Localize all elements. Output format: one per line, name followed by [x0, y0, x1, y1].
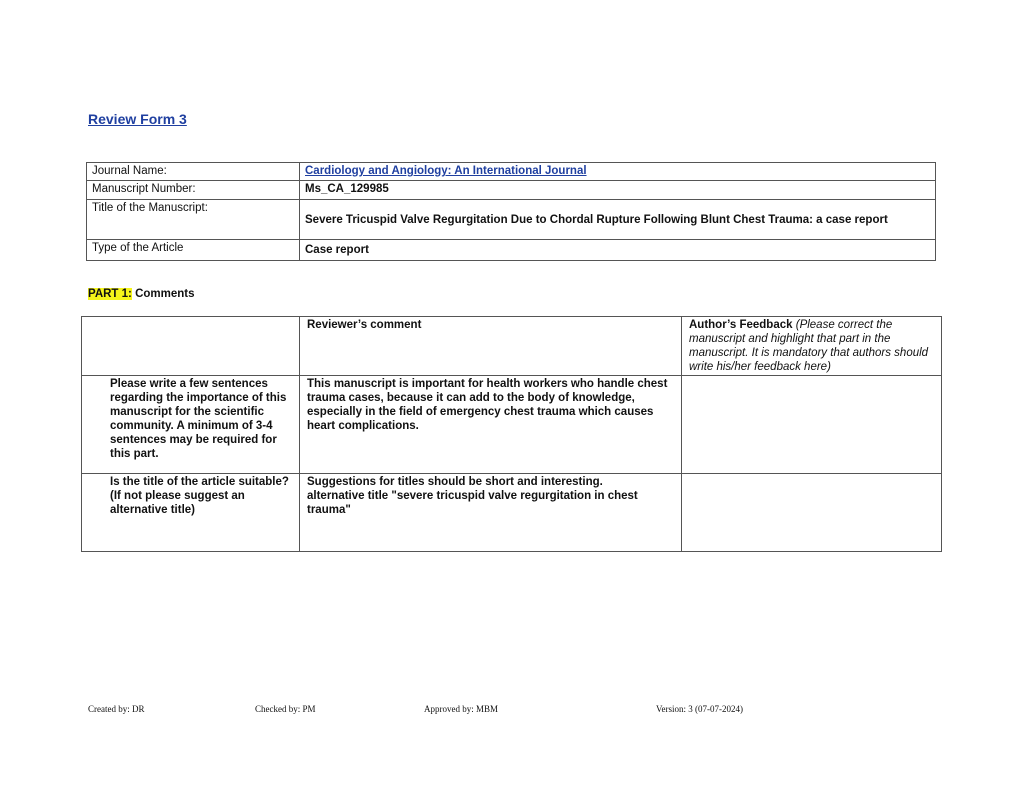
part1-heading: PART 1: Comments [88, 288, 195, 300]
journal-link[interactable]: Cardiology and Angiology: An Internation… [305, 165, 587, 177]
table-row: Please write a few sentences regarding t… [81, 375, 942, 474]
article-type-label: Type of the Article [86, 239, 300, 261]
empty-header-cell [81, 316, 300, 376]
author-feedback-header: Author’s Feedback (Please correct the ma… [681, 316, 942, 376]
author-feedback-note: (Please correct the manuscript and highl… [689, 319, 929, 373]
manuscript-info-table: Journal Name: Cardiology and Angiology: … [86, 162, 936, 261]
author-feedback-label: Author’s Feedback [689, 319, 793, 331]
footer-approved: Approved by: MBM [424, 704, 498, 714]
manuscript-title-label: Title of the Manuscript: [86, 199, 300, 240]
journal-label: Journal Name: [86, 162, 300, 181]
comments-table: Reviewer’s comment Author’s Feedback (Pl… [81, 316, 942, 552]
author-feedback-cell[interactable] [681, 473, 942, 552]
reviewer-comment: This manuscript is important for health … [299, 375, 682, 474]
manuscript-number-value: Ms_CA_129985 [299, 180, 936, 200]
reviewer-comment-line1: Suggestions for titles should be short a… [307, 476, 603, 488]
reviewer-comment-line2: alternative title "severe tricuspid valv… [307, 490, 638, 516]
table-row: Is the title of the article suitable? (I… [81, 473, 942, 552]
reviewer-comment-header: Reviewer’s comment [299, 316, 682, 376]
footer-checked: Checked by: PM [255, 704, 316, 714]
footer-created: Created by: DR [88, 704, 145, 714]
question-title-line1: Is the title of the article suitable? [110, 476, 289, 488]
article-type-value: Case report [299, 239, 936, 261]
manuscript-title-value: Severe Tricuspid Valve Regurgitation Due… [299, 199, 936, 240]
part1-label: PART 1: [88, 288, 132, 300]
form-title: Review Form 3 [88, 111, 187, 127]
question-title-line2: (If not please suggest an alternative ti… [110, 490, 245, 516]
author-feedback-cell[interactable] [681, 375, 942, 474]
reviewer-comment: Suggestions for titles should be short a… [299, 473, 682, 552]
question-title: Is the title of the article suitable? (I… [81, 473, 300, 552]
manuscript-number-label: Manuscript Number: [86, 180, 300, 200]
part1-title: Comments [135, 288, 195, 300]
footer-version: Version: 3 (07-07-2024) [656, 704, 743, 714]
question-importance: Please write a few sentences regarding t… [81, 375, 300, 474]
